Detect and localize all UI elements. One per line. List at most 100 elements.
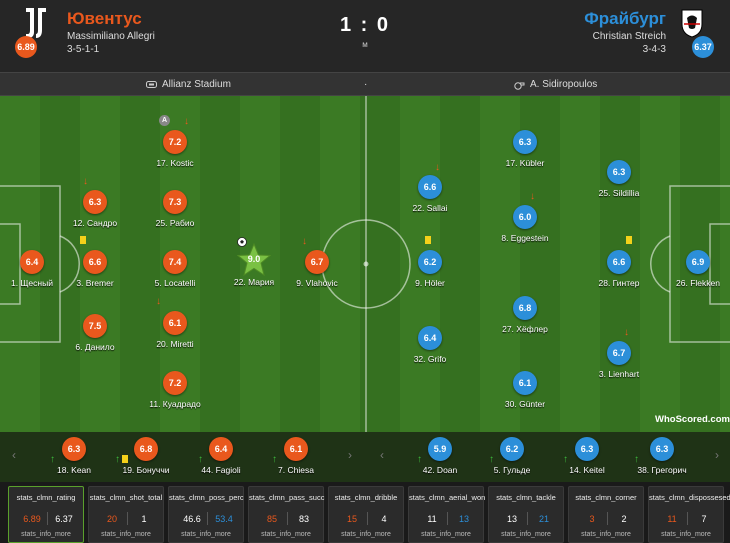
away-player[interactable]: 6.6 22. Sallai	[395, 175, 465, 213]
home-sub-player[interactable]: 6.4 44. Fagioli	[186, 437, 256, 475]
home-formation: 3-5-1-1	[67, 44, 100, 55]
away-player[interactable]: 6.8 27. Хёфлер	[490, 296, 560, 334]
home-team-name[interactable]: Ювентус	[67, 9, 142, 28]
player-name: 14. Keitel	[569, 465, 605, 475]
player-name: 1. Щесный	[11, 278, 53, 288]
goal-ball-icon	[237, 237, 247, 247]
away-player[interactable]: 6.4 32. Grifo	[395, 326, 465, 364]
stat-tab-aerial-won[interactable]: stats_clmn_aerial_won 11 13 stats_info_m…	[408, 486, 485, 543]
stat-tab-rating[interactable]: stats_clmn_rating 6.89 6.37 stats_info_m…	[8, 486, 84, 543]
player-name: 44. Fagioli	[201, 465, 241, 475]
home-player[interactable]: 6.3 12. Сандро	[60, 190, 130, 228]
freiburg-crest-icon	[680, 8, 704, 38]
yellow-card-icon	[80, 236, 86, 244]
stat-tab-pass-succ[interactable]: stats_clmn_pass_succ 85 83 stats_info_mo…	[248, 486, 324, 543]
home-player[interactable]: 6.1 20. Miretti	[140, 311, 210, 349]
player-name: 9. Vlahovic	[296, 278, 338, 288]
stat-more[interactable]: stats_info_more	[101, 531, 151, 538]
referee-name: A. Sidiropoulos	[530, 79, 598, 90]
stat-home-value: 11	[427, 514, 437, 524]
home-player-motm[interactable]: 9.0 22. Мария	[219, 243, 289, 287]
player-name: 3. Lienhart	[598, 369, 640, 379]
home-team-rating: 6.89	[15, 36, 37, 58]
bench-prev-home-icon[interactable]: ‹	[12, 448, 16, 462]
home-player[interactable]: 7.2 11. Куадрадо	[140, 371, 210, 409]
away-player[interactable]: 6.9 26. Flekken	[663, 250, 730, 288]
player-name: 42. Doan	[422, 465, 458, 475]
info-separator: ·	[364, 79, 368, 90]
stat-title: stats_clmn_shot_total	[89, 493, 163, 502]
player-name: 5. Гульде	[493, 465, 531, 475]
stat-title: stats_clmn_tackle	[496, 493, 556, 502]
stat-tab-tackle[interactable]: stats_clmn_tackle 13 21 stats_info_more	[488, 486, 564, 543]
stat-tab-poss-perc[interactable]: stats_clmn_poss_perc 46.6 53.4 stats_inf…	[168, 486, 244, 543]
home-player[interactable]: 7.3 25. Рабио	[140, 190, 210, 228]
stat-more[interactable]: stats_info_more	[581, 531, 631, 538]
bench-prev-away-icon[interactable]: ‹	[380, 448, 384, 462]
away-player[interactable]: 6.6 28. Гинтер	[584, 250, 654, 288]
away-sub-player[interactable]: 6.3 38. Грегорич	[627, 437, 697, 475]
stat-more[interactable]: stats_info_more	[501, 531, 551, 538]
stat-away-value: 4	[381, 514, 387, 524]
whoscored-watermark: WhoScored.com	[655, 414, 730, 425]
player-name: 17. Kostic	[156, 158, 194, 168]
away-player[interactable]: 6.3 25. Sildillia	[584, 160, 654, 198]
stat-more[interactable]: stats_info_more	[341, 531, 391, 538]
player-name: 32. Grifo	[413, 354, 447, 364]
away-player[interactable]: 6.7 3. Lienhart	[584, 341, 654, 379]
stat-tab-shot-total[interactable]: stats_clmn_shot_total 20 1 stats_info_mo…	[88, 486, 164, 543]
away-player[interactable]: 6.0 8. Eggestein	[490, 205, 560, 243]
bench-next-home-icon[interactable]: ›	[348, 448, 352, 462]
stat-home-value: 6.89	[23, 514, 41, 524]
stat-title: stats_clmn_dispossesed	[649, 493, 730, 502]
stat-tab-dispossesed[interactable]: stats_clmn_dispossesed 11 7 stats_info_m…	[648, 486, 730, 543]
home-sub-player[interactable]: 6.8 19. Бонуччи	[111, 437, 181, 475]
stat-title: stats_clmn_rating	[16, 493, 76, 502]
stat-more[interactable]: stats_info_more	[181, 531, 231, 538]
player-name: 8. Eggestein	[501, 233, 549, 243]
home-player[interactable]: 6.4 1. Щесный	[0, 250, 67, 288]
away-player[interactable]: 6.1 30. Günter	[490, 371, 560, 409]
player-name: 27. Хёфлер	[502, 324, 548, 334]
away-coach: Christian Streich	[592, 31, 666, 42]
yellow-card-icon	[626, 236, 632, 244]
home-player[interactable]: 6.6 3. Bremer	[60, 250, 130, 288]
stat-more[interactable]: stats_info_more	[661, 531, 711, 538]
stat-more[interactable]: stats_info_more	[21, 531, 71, 538]
stat-home-value: 15	[346, 514, 357, 524]
home-sub-player[interactable]: 6.1 7. Chiesa	[261, 437, 331, 475]
stat-tab-corner[interactable]: stats_clmn_corner 3 2 stats_info_more	[568, 486, 644, 543]
away-player[interactable]: 6.2 9. Höler	[395, 250, 465, 288]
home-sub-player[interactable]: 6.3 18. Kean	[39, 437, 109, 475]
home-coach: Massimiliano Allegri	[67, 31, 155, 42]
home-player[interactable]: 6.7 9. Vlahovic	[282, 250, 352, 288]
stats-strip: stats_clmn_rating 6.89 6.37 stats_info_m…	[0, 482, 730, 543]
stat-home-value: 85	[266, 514, 277, 524]
home-player[interactable]: 7.5 6. Данило	[60, 314, 130, 352]
away-sub-player[interactable]: 6.2 5. Гульде	[477, 437, 547, 475]
away-sub-player[interactable]: 5.9 42. Doan	[405, 437, 475, 475]
sub-off-arrow-icon: ↓	[184, 116, 189, 127]
away-team-rating: 6.37	[692, 36, 714, 58]
stat-home-value: 20	[106, 514, 117, 524]
stat-title: stats_clmn_poss_perc	[169, 493, 244, 502]
stat-tab-dribble[interactable]: stats_clmn_dribble 15 4 stats_info_more	[328, 486, 404, 543]
match-info-bar: Allianz Stadium · A. Sidiropoulos	[0, 72, 730, 96]
stat-home-value: 46.6	[183, 514, 201, 524]
home-player[interactable]: 7.4 5. Locatelli	[140, 250, 210, 288]
sub-on-arrow-icon: ↑	[50, 454, 55, 465]
stat-more[interactable]: stats_info_more	[261, 531, 311, 538]
match-score: 1 : 0	[339, 14, 391, 36]
away-player[interactable]: 6.3 17. Kübler	[490, 130, 560, 168]
player-name: 19. Бонуччи	[122, 465, 170, 475]
sub-on-arrow-icon: ↑	[563, 454, 568, 465]
player-name: 25. Sildillia	[598, 188, 640, 198]
away-team-name[interactable]: Фрайбург	[584, 9, 666, 28]
bench-next-away-icon[interactable]: ›	[715, 448, 719, 462]
player-name: 6. Данило	[75, 342, 115, 352]
player-name: 7. Chiesa	[278, 465, 314, 475]
player-name: 22. Sallai	[412, 203, 448, 213]
stat-more[interactable]: stats_info_more	[421, 531, 471, 538]
away-sub-player[interactable]: 6.3 14. Keitel	[552, 437, 622, 475]
home-player[interactable]: 7.2 17. Kostic	[140, 130, 210, 168]
